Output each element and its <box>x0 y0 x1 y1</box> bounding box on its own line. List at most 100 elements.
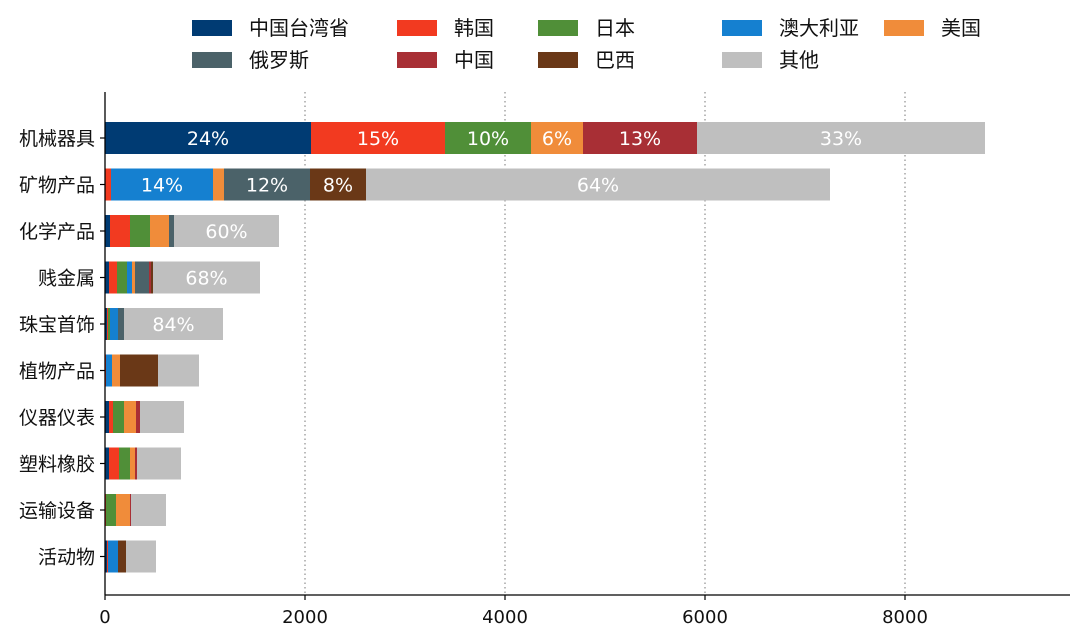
data-label: 13% <box>619 128 661 150</box>
legend-label: 巴西 <box>595 48 635 72</box>
legend-label: 中国台湾省 <box>249 16 349 40</box>
data-label: 68% <box>185 268 227 290</box>
data-label: 14% <box>141 175 183 197</box>
bar-segment <box>151 261 153 294</box>
bar-segment <box>224 168 310 201</box>
gridlines <box>304 92 906 595</box>
bar-segment <box>127 261 132 294</box>
bar-segment <box>106 494 116 526</box>
bar-segment <box>117 261 127 294</box>
bars: 24% 15% 10% 6% 13% 33% 14% 12% 8% 64% 60% 68% 84% <box>105 122 985 573</box>
data-label: 33% <box>820 128 862 150</box>
bar-segment <box>136 401 140 433</box>
bar-segment <box>174 215 279 247</box>
bar-segment <box>131 494 166 526</box>
bar-segment <box>149 261 151 294</box>
bar-segment <box>106 354 112 387</box>
bar-segment <box>135 447 137 480</box>
category-label: 运输设备 <box>19 500 95 522</box>
bar-segment <box>124 401 136 433</box>
bar-segment <box>130 494 131 526</box>
legend-swatch <box>722 52 762 68</box>
bar-segment <box>213 168 224 201</box>
legend-swatch <box>538 52 578 68</box>
bar-segment <box>531 122 583 154</box>
bar-segment <box>107 308 108 340</box>
bar-segment <box>109 447 119 480</box>
bar-segment <box>137 447 181 480</box>
legend-swatch <box>192 52 232 68</box>
bar-segment <box>140 401 184 433</box>
bar-segment <box>158 354 199 387</box>
legend-swatch <box>538 20 578 36</box>
category-label: 化学产品 <box>19 221 95 243</box>
x-tick-label: 4000 <box>482 607 528 628</box>
bar-segment <box>132 261 135 294</box>
bar-segment <box>119 447 130 480</box>
legend-swatch <box>722 20 762 36</box>
category-label: 珠宝首饰 <box>19 314 95 336</box>
bar-segment <box>150 215 169 247</box>
category-label: 活动物 <box>38 547 95 569</box>
data-label: 8% <box>323 175 353 197</box>
data-label: 64% <box>577 175 619 197</box>
legend-swatch <box>884 20 924 36</box>
bar-segment <box>110 308 118 340</box>
category-label: 矿物产品 <box>19 175 95 197</box>
x-tick-label: 0 <box>99 607 110 628</box>
legend-label: 日本 <box>595 16 635 40</box>
bar-segment <box>105 447 109 480</box>
bar-segment <box>366 168 830 201</box>
x-tick-label: 6000 <box>682 607 728 628</box>
data-label: 84% <box>152 314 194 336</box>
category-label: 机械器具 <box>19 128 95 150</box>
bar-segment <box>108 540 118 573</box>
data-label: 12% <box>246 175 288 197</box>
bar-segment <box>120 354 158 387</box>
bar-segment <box>109 401 113 433</box>
bar-segment <box>583 122 697 154</box>
bar-segment <box>118 308 124 340</box>
data-label: 15% <box>357 128 399 150</box>
legend-label: 俄罗斯 <box>249 48 309 72</box>
bar-segment <box>105 122 311 154</box>
bar-segment <box>169 215 174 247</box>
bar-segment <box>105 308 107 340</box>
legend-label: 美国 <box>941 16 981 40</box>
category-label: 塑料橡胶 <box>19 454 95 476</box>
bar-segment <box>105 401 109 433</box>
axes: 0 2000 4000 6000 8000 机械器具矿物产品化学产品贱金属珠宝首饰植物产品… <box>19 92 1070 628</box>
bar-segment <box>108 308 110 340</box>
bar-segment <box>109 261 117 294</box>
bar-segment <box>135 261 149 294</box>
bar-segment <box>697 122 985 154</box>
legend-swatch <box>192 20 232 36</box>
bar-segment <box>130 215 150 247</box>
legend-swatch <box>397 52 437 68</box>
bar-segment <box>118 540 126 573</box>
bar-segment <box>310 168 366 201</box>
bar-segment <box>112 354 120 387</box>
data-label: 10% <box>467 128 509 150</box>
bar-segment <box>311 122 445 154</box>
legend-label: 澳大利亚 <box>779 16 859 40</box>
x-tick-label: 8000 <box>882 607 928 628</box>
bar-segment <box>124 308 223 340</box>
bar-segment <box>105 168 111 201</box>
bar-segment <box>111 168 213 201</box>
bar-segment <box>110 215 130 247</box>
category-label: 贱金属 <box>38 268 95 290</box>
data-label: 24% <box>187 128 229 150</box>
category-label: 仪器仪表 <box>19 407 95 429</box>
data-label: 60% <box>205 221 247 243</box>
bar-segment <box>105 215 110 247</box>
bar-segment <box>126 540 156 573</box>
legend-label: 韩国 <box>454 16 494 40</box>
data-label: 6% <box>542 128 572 150</box>
bar-segment <box>105 540 107 573</box>
legend-label: 中国 <box>454 48 494 72</box>
bar-segment <box>107 540 108 573</box>
category-label: 植物产品 <box>19 361 95 383</box>
